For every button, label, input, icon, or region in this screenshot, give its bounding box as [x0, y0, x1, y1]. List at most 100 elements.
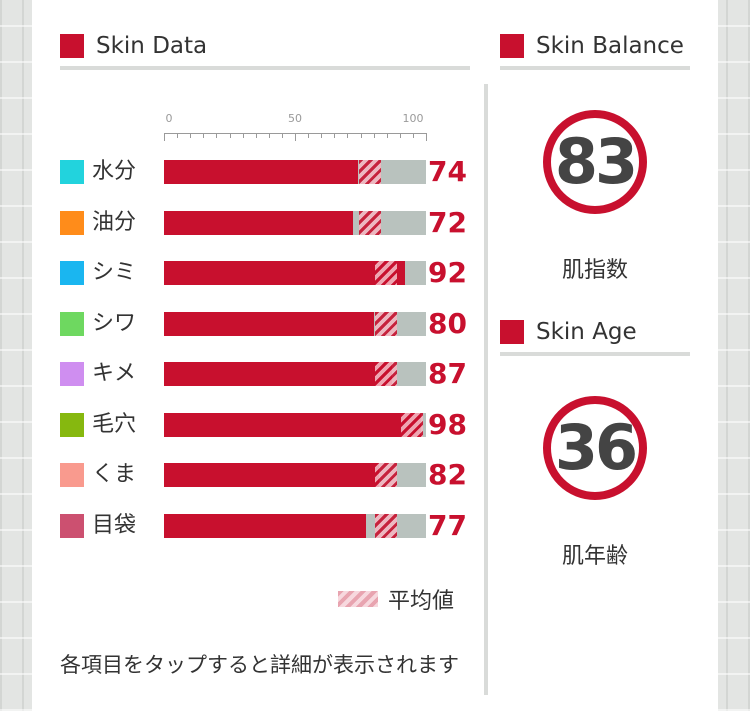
item-color-swatch — [60, 514, 84, 538]
scale-tick — [190, 133, 191, 138]
item-label: 目袋 — [92, 513, 137, 538]
skin-data-header: Skin Data — [60, 26, 470, 70]
item-color-swatch — [60, 312, 84, 336]
item-bar-track — [164, 362, 426, 386]
item-color-swatch — [60, 413, 84, 437]
skin-age-badge[interactable]: 36 — [543, 396, 647, 500]
skin-item-row[interactable]: 目袋 77 — [60, 509, 470, 542]
column-divider — [484, 84, 488, 695]
tap-hint-text: 各項目をタップすると詳細が表示されます — [60, 653, 459, 677]
item-score: 72 — [428, 206, 467, 239]
scale-tick — [269, 133, 270, 138]
scale-tick — [295, 133, 296, 141]
scale-tick — [177, 133, 178, 138]
skin-balance-value: 83 — [554, 125, 638, 198]
scale-tick — [413, 133, 414, 138]
item-bar-track — [164, 261, 426, 285]
item-label: 水分 — [92, 159, 137, 184]
item-label: 毛穴 — [92, 412, 137, 437]
scale-tick — [230, 133, 231, 138]
item-average-marker — [375, 312, 398, 336]
skin-item-row[interactable]: くま 82 — [60, 458, 470, 491]
skin-item-row[interactable]: キメ 87 — [60, 357, 470, 390]
skin-age-value: 36 — [554, 411, 638, 484]
scale-tick — [387, 133, 388, 138]
item-label: くま — [92, 462, 137, 487]
item-color-swatch — [60, 362, 84, 386]
item-average-marker — [401, 413, 424, 437]
scale-tick — [256, 133, 257, 138]
item-score: 87 — [428, 357, 467, 390]
item-bar-track — [164, 312, 426, 336]
scale-tick — [308, 133, 309, 138]
scale-tick — [361, 133, 362, 138]
item-color-swatch — [60, 463, 84, 487]
skin-balance-badge[interactable]: 83 — [543, 110, 647, 214]
item-bar-fill — [164, 463, 379, 487]
item-bar-track — [164, 514, 426, 538]
skin-item-row[interactable]: 油分 72 — [60, 206, 470, 239]
scale-tick — [216, 133, 217, 138]
scale-tick — [282, 133, 283, 138]
scale-tick — [334, 133, 335, 138]
item-average-marker — [359, 160, 382, 184]
skin-balance-header: Skin Balance — [500, 26, 690, 70]
item-bar-track — [164, 160, 426, 184]
scale-tick — [203, 133, 204, 138]
item-bar-fill — [164, 362, 392, 386]
skin-report-card: Skin Data 0 50 100 水分 74 油分 72 シミ 92 シワ 80 キメ 87 毛… — [32, 0, 718, 711]
item-color-swatch — [60, 211, 84, 235]
item-average-marker — [375, 514, 398, 538]
item-average-marker — [359, 211, 382, 235]
skin-age-header: Skin Age — [500, 312, 690, 356]
skin-balance-title: Skin Balance — [536, 33, 684, 59]
skin-balance-caption: 肌指数 — [561, 258, 628, 283]
item-average-marker — [375, 463, 398, 487]
section-marker-icon — [60, 34, 84, 58]
item-bar-fill — [164, 211, 353, 235]
skin-age-caption: 肌年齢 — [561, 544, 628, 569]
item-bar-fill — [164, 312, 374, 336]
scale-tick — [164, 133, 165, 141]
scale-label-min: 0 — [165, 112, 173, 125]
scale-tick — [400, 133, 401, 138]
skin-item-row[interactable]: 毛穴 98 — [60, 409, 470, 441]
scale-label-mid: 50 — [288, 112, 302, 125]
scale-tick — [426, 133, 427, 141]
section-marker-icon — [500, 320, 524, 344]
scale-tick — [321, 133, 322, 138]
section-marker-icon — [500, 34, 524, 58]
item-score: 82 — [428, 458, 467, 491]
item-score: 80 — [428, 307, 467, 340]
item-bar-track — [164, 211, 426, 235]
item-bar-fill — [164, 160, 358, 184]
skin-data-title: Skin Data — [96, 33, 208, 59]
average-hatch-swatch — [338, 591, 378, 607]
item-color-swatch — [60, 160, 84, 184]
average-legend: 平均値 — [338, 583, 454, 615]
scale-tick — [374, 133, 375, 138]
item-average-marker — [375, 261, 398, 285]
scale-tick — [243, 133, 244, 138]
item-bar-track — [164, 463, 426, 487]
skin-age-title: Skin Age — [536, 319, 637, 345]
item-score: 74 — [428, 155, 467, 188]
scale-tick — [347, 133, 348, 138]
item-label: シミ — [92, 260, 137, 285]
item-color-swatch — [60, 261, 84, 285]
item-label: シワ — [92, 311, 137, 336]
item-label: 油分 — [92, 210, 137, 235]
skin-item-row[interactable]: シミ 92 — [60, 256, 470, 289]
item-average-marker — [375, 362, 398, 386]
scale-label-max: 100 — [402, 112, 424, 125]
item-bar-track — [164, 413, 426, 437]
item-bar-fill — [164, 514, 366, 538]
item-bar-fill — [164, 413, 421, 437]
average-legend-label: 平均値 — [388, 589, 455, 614]
item-label: キメ — [92, 361, 137, 386]
skin-item-row[interactable]: 水分 74 — [60, 155, 470, 188]
item-score: 77 — [428, 509, 467, 542]
item-score: 92 — [428, 256, 467, 289]
skin-item-row[interactable]: シワ 80 — [60, 307, 470, 340]
scale-axis: 0 50 100 — [164, 112, 427, 141]
